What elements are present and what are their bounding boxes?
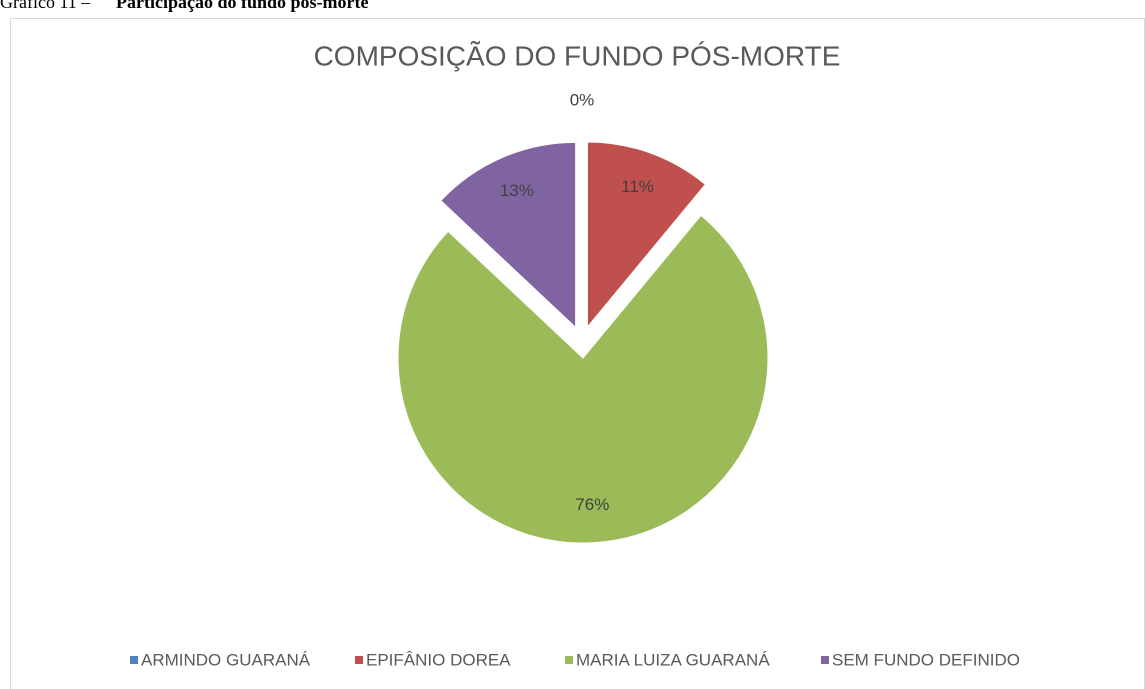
data-label: 0% [570, 90, 595, 109]
legend-label: EPIFÂNIO DOREA [366, 650, 511, 669]
pie-slice [440, 141, 577, 329]
legend-marker [565, 656, 573, 664]
data-label: 13% [500, 181, 534, 200]
data-label: 11% [621, 177, 654, 196]
chart-title: COMPOSIÇÃO DO FUNDO PÓS-MORTE [314, 40, 841, 71]
data-label: 76% [575, 495, 609, 514]
legend-marker [130, 656, 138, 664]
legend-label: ARMINDO GUARANÁ [141, 650, 311, 669]
legend-marker [355, 656, 363, 664]
pie-slice [586, 141, 707, 329]
caption-label: Gráfico 11 – [0, 0, 91, 12]
legend-marker [821, 656, 829, 664]
legend-label: SEM FUNDO DEFINIDO [832, 650, 1020, 669]
pie-slice [397, 214, 769, 544]
legend-label: MARIA LUIZA GUARANÁ [576, 650, 770, 669]
caption-text: Participação do fundo pós-morte [116, 0, 368, 12]
